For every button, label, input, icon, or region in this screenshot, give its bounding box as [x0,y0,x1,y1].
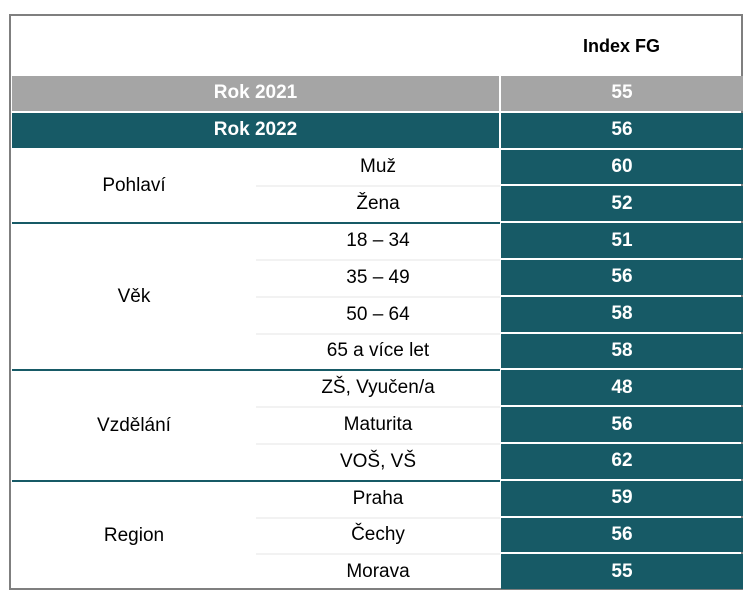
group-label: Věk [117,285,151,307]
total-row-label: Rok 2022 [12,112,499,148]
row-label: Morava [346,561,410,583]
group-label: Vzdělání [97,414,171,436]
row-divider [256,516,500,519]
row-value: 56 [501,517,743,553]
total-row-label: Rok 2021 [12,76,499,111]
row-divider [256,443,500,445]
row-value: 56 [501,260,743,295]
row-label: 35 – 49 [346,266,410,288]
row-label: 50 – 64 [346,303,410,325]
row-value: 62 [501,444,743,479]
row-value: 55 [501,554,743,590]
row-label: Žena [356,193,400,215]
row-label: ZŠ, Vyučen/a [321,377,435,399]
group-divider [12,222,500,225]
row-value: 56 [501,407,743,442]
row-value: 51 [501,223,743,258]
row-value: 59 [501,480,743,516]
row-label: Praha [352,487,404,509]
row-divider [256,185,500,188]
row-divider [256,332,500,335]
row-label: VOŠ, VŠ [339,450,417,472]
total-row-value: 56 [501,112,743,148]
row-label: Maturita [343,414,413,436]
column-header-index-fg: Index FG [582,35,660,56]
group-label: Pohlaví [102,175,166,197]
row-label: Muž [360,156,396,178]
row-value: 48 [501,370,743,406]
group-divider [12,479,500,482]
group-label: Region [103,524,165,546]
group-divider [12,369,500,372]
row-label: Čechy [351,524,405,546]
row-value: 60 [501,149,743,185]
row-value: 52 [501,186,743,222]
total-row-value: 55 [501,76,743,111]
row-value: 58 [501,333,743,369]
row-divider [256,259,500,261]
row-divider [256,553,500,556]
row-label: 18 – 34 [346,230,410,252]
row-value: 58 [501,296,743,332]
row-divider [256,295,500,298]
row-label: 65 a více let [326,340,430,362]
row-divider [256,406,500,409]
